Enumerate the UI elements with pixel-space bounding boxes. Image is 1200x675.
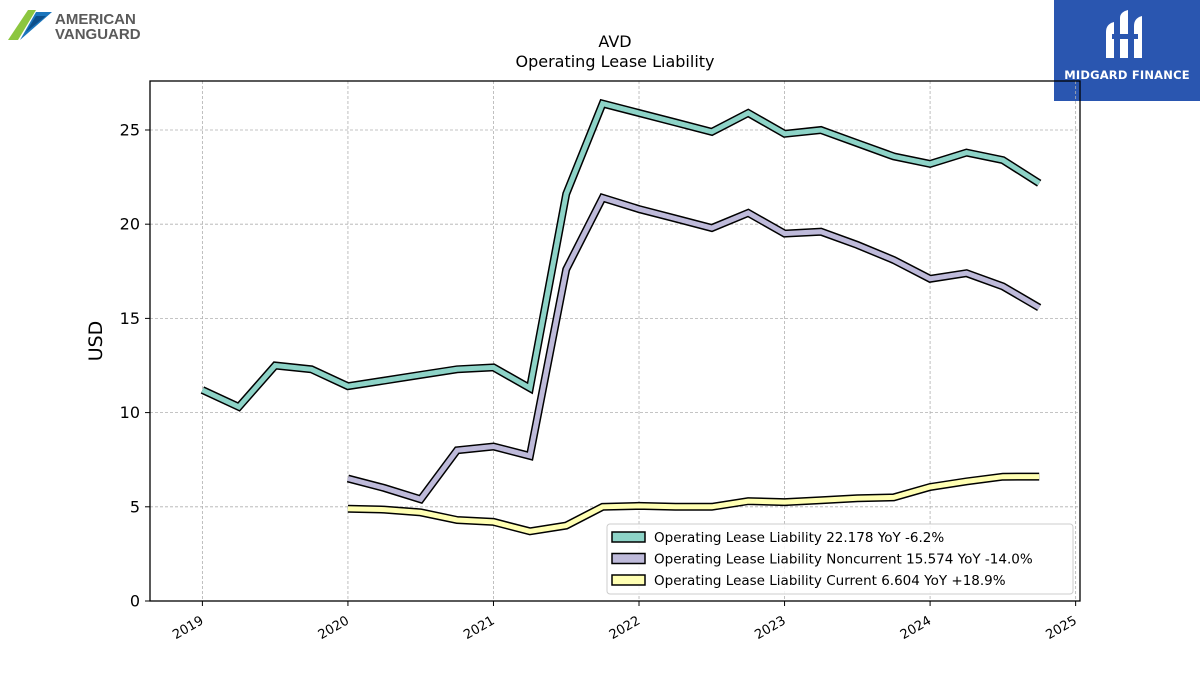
y-tick-label: 5	[130, 497, 140, 516]
legend-swatch	[611, 552, 646, 565]
x-tick-label: 2021	[461, 613, 497, 643]
american-vanguard-logo: AMERICAN VANGUARD	[6, 8, 166, 44]
series-lines	[200, 98, 1042, 536]
x-tick-label: 2019	[170, 613, 206, 643]
legend-swatch	[611, 574, 646, 586]
x-tick-label: 2023	[752, 613, 788, 643]
y-tick-label: 10	[120, 403, 140, 422]
y-axis: 0 5 10 15 20 25	[120, 120, 150, 611]
legend-label: Operating Lease Liability Noncurrent 15.…	[654, 552, 1033, 568]
x-tick-label: 2025	[1043, 613, 1079, 643]
y-tick-label: 0	[130, 592, 140, 611]
x-tick-label: 2020	[316, 613, 352, 643]
x-tick-label: 2022	[607, 613, 643, 643]
legend: Operating Lease Liability 22.178 YoY -6.…	[606, 523, 1074, 595]
x-tick-label: 2024	[898, 613, 934, 643]
legend-label: Operating Lease Liability Current 6.604 …	[654, 573, 1006, 589]
brand-left-line1: AMERICAN	[55, 11, 136, 28]
y-tick-label: 15	[120, 309, 140, 328]
american-vanguard-logo-mark: AMERICAN VANGUARD	[8, 10, 141, 43]
brand-right-name: MIDGARD FINANCE	[1064, 68, 1190, 82]
series-outline-0	[200, 98, 1042, 412]
series-line-0	[201, 100, 1041, 410]
midgard-finance-logo: MIDGARD FINANCE	[1054, 0, 1200, 101]
chart-title: AVD	[598, 32, 631, 51]
plot-frame	[149, 80, 1081, 602]
series-line-1	[347, 194, 1041, 503]
chart-subtitle: Operating Lease Liability	[515, 52, 714, 71]
legend-swatch	[611, 531, 646, 543]
x-axis: 2019 2020 2021 2022 2023 2024 2025	[170, 601, 1080, 643]
series-line-2	[347, 474, 1040, 534]
y-axis-label: USD	[85, 321, 107, 362]
y-tick-label: 20	[120, 215, 140, 234]
y-tick-label: 25	[120, 120, 140, 139]
midgard-logo-mark	[1106, 10, 1142, 58]
legend-box	[606, 523, 1074, 595]
brand-left-line2: VANGUARD	[55, 26, 141, 43]
legend-label: Operating Lease Liability 22.178 YoY -6.…	[654, 530, 944, 546]
